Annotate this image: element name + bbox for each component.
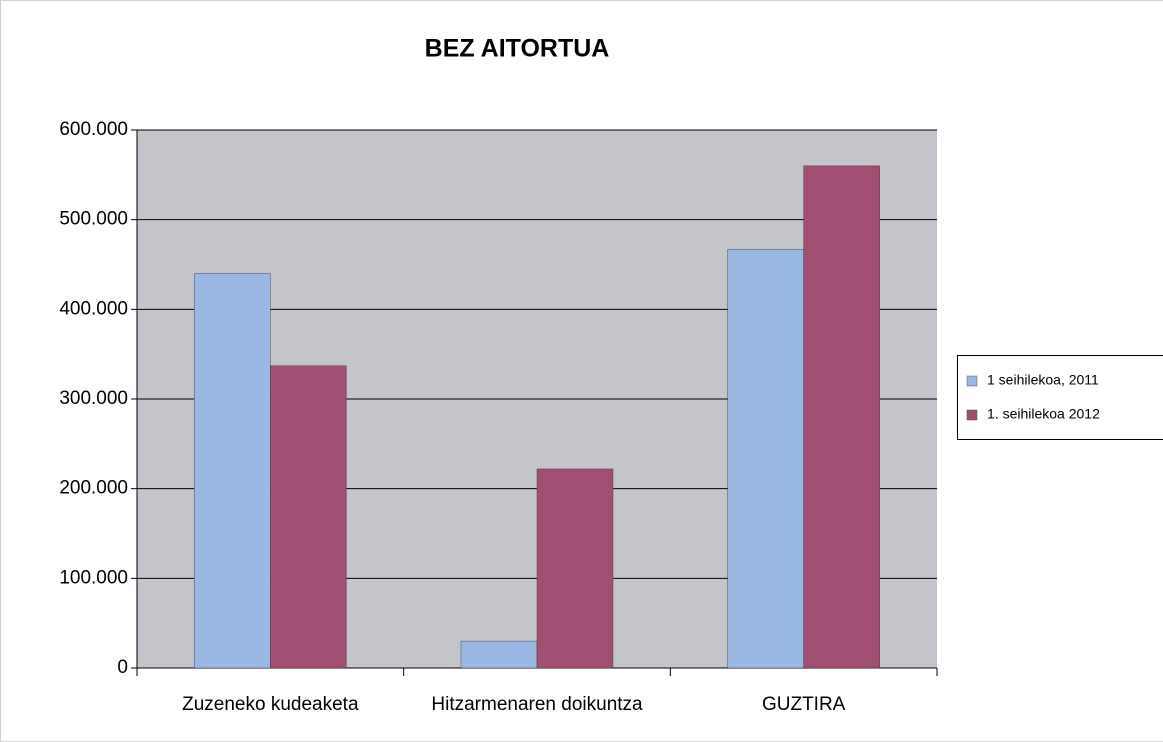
- bar: [460, 640, 538, 669]
- bar: [270, 365, 347, 669]
- bar: [536, 468, 614, 669]
- x-tick-label: Zuzeneko kudeaketa: [182, 694, 359, 715]
- y-tick-label: 600.000: [59, 119, 128, 140]
- x-tick-label: GUZTIRA: [762, 694, 846, 715]
- y-tick-label: 300.000: [59, 388, 128, 409]
- legend-swatch: [966, 409, 978, 421]
- x-tick-label: Hitzarmenaren doikuntza: [431, 694, 643, 715]
- legend-label: 1. seihilekoa 2012: [987, 406, 1100, 422]
- bar: [194, 273, 271, 669]
- bar: [803, 165, 880, 669]
- y-tick-label: 400.000: [59, 298, 128, 319]
- chart-title: BEZ AITORTUA: [425, 35, 610, 63]
- y-tick-label: 200.000: [59, 478, 128, 499]
- y-tick-label: 100.000: [59, 567, 128, 588]
- y-tick-label: 500.000: [59, 209, 128, 230]
- bar: [727, 249, 804, 669]
- legend-label: 1 seihilekoa, 2011: [987, 372, 1099, 388]
- legend-box: [957, 355, 1163, 440]
- legend-swatch: [966, 375, 978, 387]
- y-tick-label: 0: [117, 657, 128, 678]
